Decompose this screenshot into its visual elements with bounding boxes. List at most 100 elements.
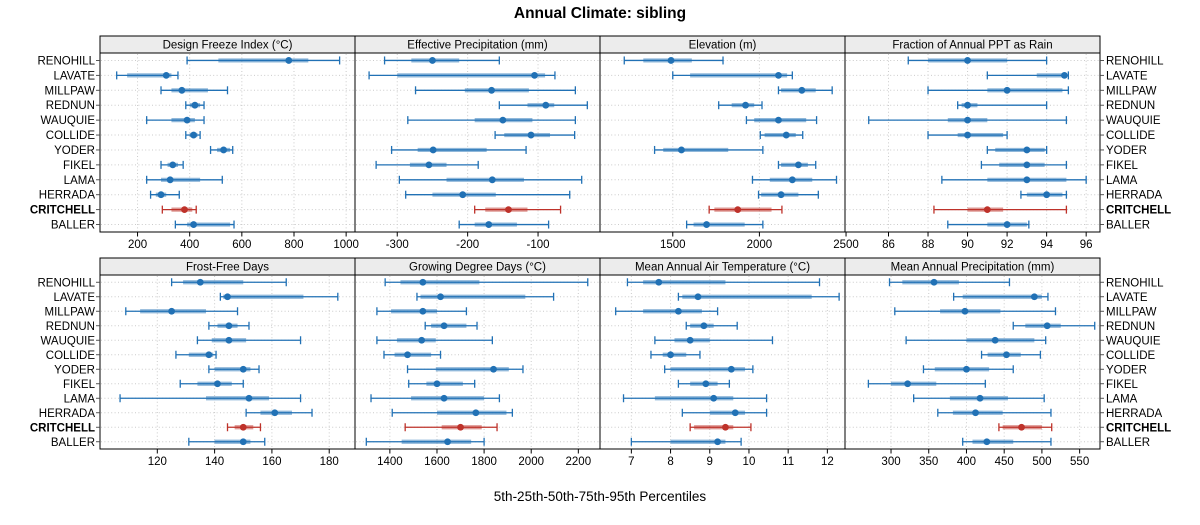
station-label-left-lama: LAMA [64,393,96,405]
series-critchell [998,423,1053,432]
axis-tick-label: 180 [320,456,339,468]
median-dot [983,438,991,446]
median-dot [444,438,451,446]
panel-strip-title: Mean Annual Air Temperature (°C) [635,262,810,274]
median-dot [702,380,710,388]
median-dot [675,307,682,315]
median-dot [166,176,174,184]
axis-tick-label: 92 [1001,239,1014,251]
median-dot [1018,423,1025,431]
median-dot [433,380,441,388]
median-dot [224,293,231,301]
station-label-right-millpaw: MILLPAW [1106,306,1157,318]
median-dot [1003,221,1011,228]
median-dot [1043,322,1051,330]
median-dot [1061,71,1068,79]
x-axis: -300 -200 -100 [386,232,550,251]
median-dot [703,221,710,228]
series-lavate [416,292,555,301]
panel-strip-title: Growing Degree Days (°C) [409,262,546,274]
series-fikel [408,379,476,388]
median-dot [220,146,227,154]
axis-tick-label: 200 [128,239,147,251]
series-yoder [208,365,260,374]
series-herrada [937,408,1052,417]
series-wauquie [376,336,493,345]
median-dot [205,351,213,359]
series-yoder [664,365,754,374]
median-dot [655,278,663,286]
series-baller [458,220,550,229]
median-dot [694,293,702,301]
series-herrada [1020,190,1068,199]
series-herrada [245,408,313,417]
series-renohill [186,56,341,65]
series-yoder [209,145,234,154]
panel-frost-free-days: Frost-Free Days 120 140 160 180 [96,257,356,468]
series-collide [759,131,804,140]
median-dot [404,351,411,359]
series-herrada [681,408,768,417]
axis-tick-label: 94 [1040,239,1053,251]
series-rednun [685,321,738,330]
median-dot [190,221,198,228]
median-dot [964,101,971,109]
axis-tick-label: 2500 [833,239,859,251]
station-label-left-collide: COLLIDE [46,350,96,362]
station-label-right-critchell: CRITCHELL [1106,422,1171,434]
station-label-right-collide: COLLIDE [1106,130,1156,142]
axis-tick-label: 2000 [747,239,773,251]
median-dot [1003,351,1010,359]
axis-tick-label: 140 [205,456,224,468]
station-label-right-baller: BALLER [1106,437,1150,449]
panel-body [354,274,601,450]
median-dot [183,116,191,124]
station-label-left-wauquie: WAUQUIE [40,335,95,347]
median-dot [225,336,233,344]
station-label-left-rednun: REDNUN [46,321,95,333]
axis-tick-label: 2000 [518,456,544,468]
axis-tick-label: 96 [1080,239,1093,251]
station-label-right-fikel: FIKEL [1106,379,1139,391]
series-rednun [498,101,588,110]
series-collide [185,131,201,140]
axis-tick-label: -300 [386,239,409,251]
station-label-right-wauquie: WAUQUIE [1106,115,1161,127]
median-dot [964,57,971,64]
median-dot [488,176,496,184]
median-dot [1023,161,1031,169]
series-rednun [718,101,763,110]
axis-tick-label: 8 [667,456,673,468]
series-baller [947,220,1030,229]
series-fikel [867,379,986,388]
median-dot [168,307,176,315]
median-dot [742,101,749,109]
median-dot [429,146,437,154]
axis-tick-label: 88 [922,239,935,251]
series-rednun [424,321,478,330]
series-lama [751,175,838,184]
median-dot [722,423,729,431]
series-lavate [219,292,339,301]
axis-tick-label: 500 [1032,456,1051,468]
series-millpaw [376,307,468,316]
station-label-right-herrada: HERRADA [1106,408,1163,420]
median-dot [964,131,971,139]
median-dot [190,131,198,139]
median-dot [686,336,694,344]
station-label-right-critchell: CRITCHELL [1106,205,1171,217]
axis-tick-label: -200 [456,239,479,251]
median-dot [490,365,497,373]
station-label-left-collide: COLLIDE [46,130,96,142]
station-label-left-herrada: HERRADA [39,190,96,202]
median-dot [419,307,427,315]
series-baller [188,437,266,446]
station-label-right-baller: BALLER [1106,220,1150,232]
series-herrada [149,190,180,199]
series-fikel [375,160,479,169]
axis-tick-label: 1800 [471,456,497,468]
series-lavate [952,292,1049,301]
station-labels-row1: RENOHILL RENOHILL LAVATE LAVATE MILLPAW MILLP… [30,55,1171,231]
series-rednun [185,101,205,110]
